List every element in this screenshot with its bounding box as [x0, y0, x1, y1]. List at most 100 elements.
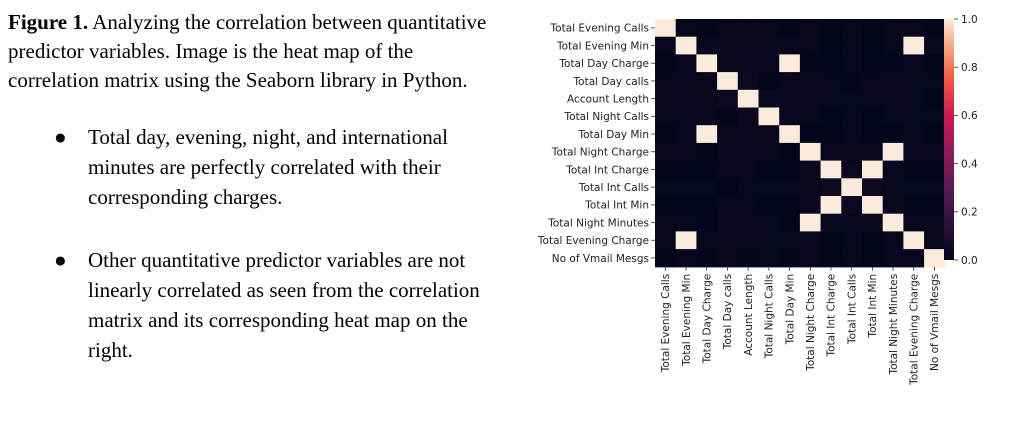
heatmap-cell	[882, 54, 904, 73]
heatmap-cell	[820, 72, 842, 91]
column-tick-label: Total Night Minutes	[888, 274, 900, 376]
heatmap-cell	[696, 107, 718, 126]
heatmap-cell	[758, 36, 780, 55]
heatmap-cell	[717, 54, 739, 73]
heatmap-cell	[820, 19, 842, 38]
heatmap-cell	[655, 160, 677, 179]
heatmap-cell	[717, 249, 739, 268]
heatmap-cell	[675, 178, 697, 197]
column-tick-label: Total Evening Calls	[660, 274, 672, 373]
heatmap-cell	[882, 142, 904, 162]
heatmap-cell	[903, 231, 925, 250]
column-tick-label: Total Int Calls	[846, 274, 858, 345]
heatmap-cell	[862, 125, 884, 144]
heatmap-cell	[862, 89, 884, 109]
heatmap-cell	[737, 72, 760, 91]
heatmap-cell	[903, 142, 925, 162]
heatmap-cell	[696, 54, 718, 73]
heatmap-cell	[758, 178, 780, 197]
colorbar	[944, 19, 954, 260]
heatmap-cell	[717, 107, 739, 126]
heatmap-cell	[758, 72, 780, 91]
heatmap-cell	[799, 178, 822, 197]
heatmap-cell	[758, 249, 780, 268]
heatmap-cell	[758, 125, 780, 144]
heatmap-cell	[717, 160, 739, 179]
heatmap-cell	[924, 160, 946, 179]
heatmap-cell	[717, 213, 739, 232]
heatmap-cell	[820, 249, 842, 268]
row-labels: Total Evening Calls Total Evening Min Tota…	[537, 23, 655, 265]
heatmap-cell	[675, 54, 697, 73]
heatmap-cell	[903, 107, 925, 126]
colorbar-tick-label: 0.8	[961, 62, 978, 74]
row-tick-label: Total Day Min	[577, 129, 649, 141]
heatmap-cell	[737, 36, 760, 55]
bullet-item: ● Total day, evening, night, and internat…	[8, 122, 508, 212]
heatmap-cell	[696, 178, 718, 197]
heatmap-cell	[841, 107, 863, 126]
heatmap-cell	[717, 125, 739, 144]
row-tick-label: No of Vmail Mesgs	[552, 253, 649, 265]
heatmap-cell	[862, 72, 884, 91]
heatmap-cell	[820, 36, 842, 55]
heatmap-cell	[903, 36, 925, 55]
row-tick-label: Total Evening Charge	[537, 235, 649, 247]
heatmap-cell	[675, 249, 697, 268]
heatmap-cell	[799, 36, 822, 55]
heatmap-cell	[737, 160, 760, 179]
heatmap-cell	[882, 89, 904, 109]
heatmap-cell	[882, 107, 904, 126]
row-tick-label: Total Int Calls	[578, 182, 649, 194]
heatmap-cell	[758, 19, 780, 38]
row-tick-label: Total Night Charge	[551, 147, 649, 159]
heatmap-cell	[717, 196, 739, 215]
heatmap-cell	[655, 107, 677, 126]
heatmap-cell	[779, 72, 801, 91]
heatmap-cell	[862, 54, 884, 73]
heatmap-cell	[758, 213, 780, 232]
heatmap-cell	[924, 125, 946, 144]
heatmap-cell	[903, 178, 925, 197]
heatmap-cell	[737, 178, 760, 197]
column-tick-label: No of Vmail Mesgs	[929, 274, 941, 371]
heatmap-cell	[779, 36, 801, 55]
heatmap-cell	[903, 196, 925, 215]
heatmap-cell	[903, 249, 925, 268]
heatmap-cell	[655, 142, 677, 162]
heatmap-cell	[737, 107, 760, 126]
row-tick-label: Total Int Charge	[565, 164, 649, 176]
heatmap-cell	[655, 72, 677, 91]
text-panel: Figure 1. Analyzing the correlation betw…	[8, 8, 508, 398]
heatmap-cell	[675, 36, 697, 55]
heatmap-cell	[841, 213, 863, 232]
column-labels: Total Evening Calls Total Evening Min Tota…	[660, 266, 941, 386]
heatmap-cell	[903, 125, 925, 144]
heatmap-cell	[696, 89, 718, 109]
row-tick-label: Total Evening Min	[556, 40, 649, 52]
heatmap-cell	[696, 72, 718, 91]
heatmap-cell	[655, 213, 677, 232]
heatmap-cell	[758, 231, 780, 250]
heatmap-cell	[655, 36, 677, 55]
heatmap-cell	[820, 213, 842, 232]
colorbar-tick-label: 1.0	[961, 14, 978, 26]
heatmap-cell	[841, 54, 863, 73]
heatmap-cell	[882, 196, 904, 215]
heatmap-cell	[779, 125, 801, 144]
heatmap-cell	[655, 231, 677, 250]
heatmap-cell	[924, 72, 946, 91]
bullet-text: Total day, evening, night, and internati…	[88, 125, 448, 209]
figure-caption: Figure 1. Analyzing the correlation betw…	[8, 8, 508, 95]
heatmap-cell	[882, 125, 904, 144]
heatmap-cells	[655, 19, 946, 268]
heatmap-cell	[717, 178, 739, 197]
heatmap-cell	[779, 213, 801, 232]
heatmap-cell	[799, 107, 822, 126]
heatmap-cell	[779, 160, 801, 179]
heatmap-cell	[820, 107, 842, 126]
column-tick-label: Total Day Min	[784, 274, 796, 346]
heatmap-cell	[675, 19, 697, 38]
heatmap-cell	[862, 196, 884, 215]
heatmap-cell	[799, 54, 822, 73]
